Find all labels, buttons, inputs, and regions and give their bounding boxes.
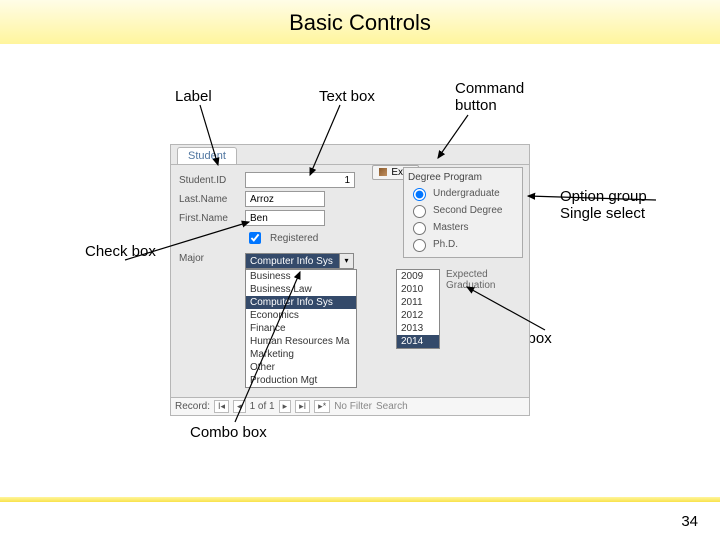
list-item[interactable]: Production Mgt bbox=[246, 374, 356, 387]
radio-label: Second Degree bbox=[433, 205, 503, 216]
label-first-name: First.Name bbox=[179, 213, 239, 224]
list-item[interactable]: 2012 bbox=[397, 309, 439, 322]
listbox-years[interactable]: 2009 2010 2011 2012 2013 2014 bbox=[396, 269, 440, 349]
option-group-title: Degree Program bbox=[408, 172, 518, 183]
list-item[interactable]: Other bbox=[246, 361, 356, 374]
radio-input[interactable] bbox=[413, 239, 426, 252]
listbox-majors[interactable]: Business Business Law Computer Info Sys … bbox=[245, 269, 357, 388]
list-item[interactable]: Finance bbox=[246, 322, 356, 335]
input-last-name[interactable] bbox=[245, 191, 325, 207]
slide-title: Basic Controls bbox=[0, 10, 720, 36]
nav-prev-icon[interactable]: ◂ bbox=[233, 400, 246, 413]
radio-input[interactable] bbox=[413, 188, 426, 201]
list-item[interactable]: 2009 bbox=[397, 270, 439, 283]
nav-new-icon[interactable]: ▸* bbox=[314, 400, 330, 413]
list-item[interactable]: Business bbox=[246, 270, 356, 283]
student-form: Student Exit Student.ID Last.Name First.… bbox=[170, 144, 530, 416]
label-registered: Registered bbox=[270, 233, 318, 244]
radio-input[interactable] bbox=[413, 222, 426, 235]
list-item[interactable]: Computer Info Sys bbox=[246, 296, 356, 309]
callout-textbox: Text box bbox=[319, 88, 375, 105]
callout-command-button: Command button bbox=[455, 80, 524, 114]
nav-next-icon[interactable]: ▸ bbox=[279, 400, 292, 413]
input-student-id[interactable] bbox=[245, 172, 355, 188]
input-first-name[interactable] bbox=[245, 210, 325, 226]
checkbox-registered[interactable] bbox=[249, 232, 261, 244]
radio-masters[interactable]: Masters bbox=[408, 219, 518, 235]
record-navigator: Record: I◂ ◂ 1 of 1 ▸ ▸I ▸* No Filter Se… bbox=[171, 397, 529, 415]
radio-label: Undergraduate bbox=[433, 188, 500, 199]
nav-first-icon[interactable]: I◂ bbox=[214, 400, 229, 413]
list-item[interactable]: 2011 bbox=[397, 296, 439, 309]
combo-major[interactable]: Computer Info Sys ▾ bbox=[245, 253, 357, 269]
callout-option-group: Option group Single select bbox=[560, 188, 647, 222]
callout-combobox: Combo box bbox=[190, 424, 267, 441]
list-item[interactable]: Business Law bbox=[246, 283, 356, 296]
list-item[interactable]: 2010 bbox=[397, 283, 439, 296]
label-student-id: Student.ID bbox=[179, 175, 239, 186]
page-number: 34 bbox=[681, 513, 698, 530]
nav-position: 1 of 1 bbox=[250, 401, 275, 412]
callout-label: Label bbox=[175, 88, 212, 105]
radio-second-degree[interactable]: Second Degree bbox=[408, 202, 518, 218]
nav-search[interactable]: Search bbox=[376, 401, 408, 412]
label-expected-graduation: Expected Graduation bbox=[446, 269, 495, 291]
exit-icon bbox=[379, 168, 387, 176]
label-last-name: Last.Name bbox=[179, 194, 239, 205]
nav-nofilter: No Filter bbox=[334, 401, 372, 412]
list-item[interactable]: Economics bbox=[246, 309, 356, 322]
combo-value: Computer Info Sys bbox=[245, 253, 340, 269]
radio-undergraduate[interactable]: Undergraduate bbox=[408, 185, 518, 201]
list-item[interactable]: Human Resources Ma bbox=[246, 335, 356, 348]
list-item[interactable]: Marketing bbox=[246, 348, 356, 361]
radio-phd[interactable]: Ph.D. bbox=[408, 236, 518, 252]
form-body: Exit Student.ID Last.Name First.Name Reg… bbox=[171, 164, 529, 397]
title-band: Basic Controls bbox=[0, 0, 720, 44]
nav-record-label: Record: bbox=[175, 401, 210, 412]
label-major: Major bbox=[179, 253, 239, 264]
radio-label: Masters bbox=[433, 222, 469, 233]
bottom-accent bbox=[0, 497, 720, 502]
radio-label: Ph.D. bbox=[433, 239, 458, 250]
list-item[interactable]: 2014 bbox=[397, 335, 439, 348]
nav-last-icon[interactable]: ▸I bbox=[295, 400, 310, 413]
callout-checkbox: Check box bbox=[85, 243, 156, 260]
form-tab-student[interactable]: Student bbox=[177, 147, 237, 164]
chevron-down-icon[interactable]: ▾ bbox=[340, 253, 354, 269]
option-group-degree: Degree Program Undergraduate Second Degr… bbox=[403, 167, 523, 258]
list-item[interactable]: 2013 bbox=[397, 322, 439, 335]
major-stack: Computer Info Sys ▾ Business Business La… bbox=[245, 253, 357, 388]
radio-input[interactable] bbox=[413, 205, 426, 218]
